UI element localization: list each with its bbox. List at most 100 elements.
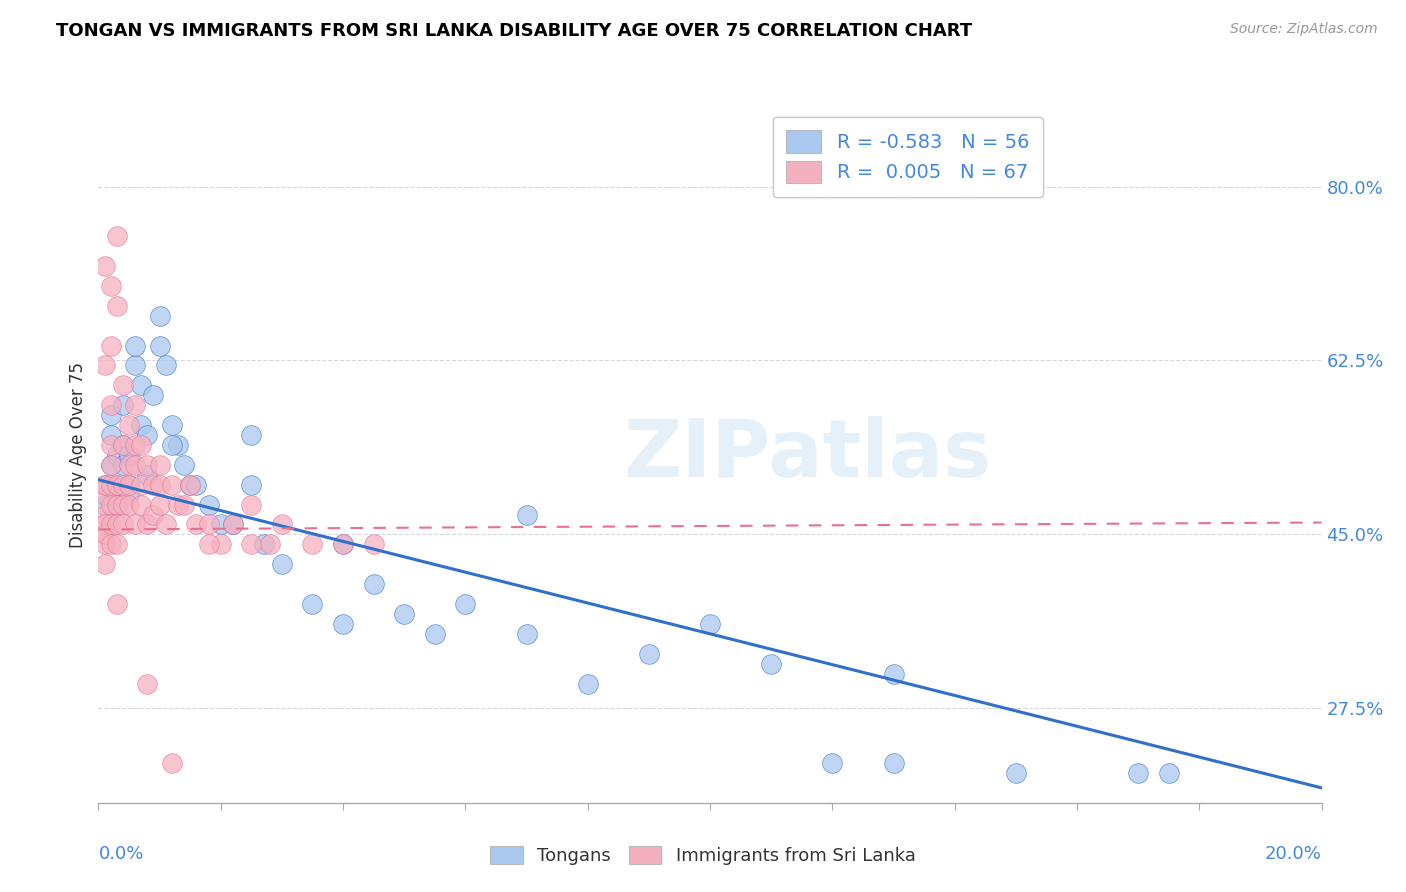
Point bbox=[155, 359, 177, 373]
Point bbox=[105, 517, 128, 532]
Point bbox=[173, 498, 195, 512]
Legend: Tongans, Immigrants from Sri Lanka: Tongans, Immigrants from Sri Lanka bbox=[481, 837, 925, 874]
Point bbox=[93, 477, 115, 491]
Text: 0.0%: 0.0% bbox=[98, 845, 143, 863]
Point bbox=[105, 537, 128, 551]
Point bbox=[136, 458, 159, 472]
Point bbox=[637, 647, 661, 661]
Point bbox=[100, 408, 122, 422]
Point bbox=[93, 517, 115, 532]
Point bbox=[173, 458, 195, 472]
Point bbox=[197, 498, 219, 512]
Point bbox=[111, 378, 134, 392]
Point bbox=[118, 448, 141, 462]
Point bbox=[93, 498, 115, 512]
Point bbox=[821, 756, 844, 770]
Point bbox=[93, 359, 115, 373]
Point bbox=[149, 458, 172, 472]
Point bbox=[111, 438, 134, 452]
Point bbox=[149, 338, 172, 352]
Point bbox=[149, 477, 172, 491]
Point bbox=[160, 438, 183, 452]
Point bbox=[129, 498, 152, 512]
Point bbox=[149, 309, 172, 323]
Point bbox=[136, 517, 159, 532]
Point bbox=[124, 438, 146, 452]
Text: TONGAN VS IMMIGRANTS FROM SRI LANKA DISABILITY AGE OVER 75 CORRELATION CHART: TONGAN VS IMMIGRANTS FROM SRI LANKA DISA… bbox=[56, 22, 973, 40]
Point bbox=[129, 477, 152, 491]
Point bbox=[454, 597, 477, 611]
Point bbox=[259, 537, 281, 551]
Point bbox=[186, 477, 208, 491]
Point bbox=[105, 498, 128, 512]
Point bbox=[270, 517, 292, 532]
Point bbox=[516, 627, 538, 641]
Text: ZIPatlas: ZIPatlas bbox=[624, 416, 993, 494]
Point bbox=[118, 477, 141, 491]
Point bbox=[100, 398, 122, 412]
Point bbox=[100, 438, 122, 452]
Point bbox=[332, 616, 354, 631]
Point bbox=[129, 378, 152, 392]
Point bbox=[118, 488, 141, 502]
Point bbox=[155, 517, 177, 532]
Point bbox=[883, 756, 905, 770]
Point bbox=[240, 477, 263, 491]
Point bbox=[105, 229, 128, 244]
Point bbox=[363, 537, 385, 551]
Point bbox=[240, 498, 263, 512]
Point bbox=[118, 458, 141, 472]
Point bbox=[142, 388, 165, 402]
Point bbox=[100, 428, 122, 442]
Point bbox=[129, 438, 152, 452]
Point bbox=[1157, 766, 1180, 780]
Point bbox=[129, 418, 152, 433]
Point bbox=[105, 498, 128, 512]
Point bbox=[167, 498, 190, 512]
Point bbox=[93, 527, 115, 541]
Point bbox=[100, 279, 122, 293]
Point bbox=[93, 477, 115, 491]
Point bbox=[118, 477, 141, 491]
Point bbox=[301, 597, 323, 611]
Point bbox=[111, 477, 134, 491]
Point bbox=[93, 488, 115, 502]
Point bbox=[1004, 766, 1026, 780]
Point bbox=[142, 508, 165, 522]
Point bbox=[136, 428, 159, 442]
Point bbox=[111, 498, 134, 512]
Point bbox=[118, 418, 141, 433]
Point bbox=[1128, 766, 1150, 780]
Point bbox=[179, 477, 201, 491]
Point bbox=[160, 418, 183, 433]
Point bbox=[105, 448, 128, 462]
Point bbox=[392, 607, 416, 621]
Point bbox=[93, 259, 115, 273]
Text: 20.0%: 20.0% bbox=[1265, 845, 1322, 863]
Point bbox=[160, 756, 183, 770]
Point bbox=[332, 537, 354, 551]
Legend: R = -0.583   N = 56, R =  0.005   N = 67: R = -0.583 N = 56, R = 0.005 N = 67 bbox=[772, 117, 1043, 196]
Point bbox=[111, 438, 134, 452]
Point bbox=[332, 537, 354, 551]
Point bbox=[100, 498, 122, 512]
Point bbox=[301, 537, 323, 551]
Point bbox=[93, 508, 115, 522]
Point bbox=[111, 398, 134, 412]
Point bbox=[240, 428, 263, 442]
Point bbox=[209, 537, 232, 551]
Point bbox=[197, 537, 219, 551]
Point bbox=[118, 498, 141, 512]
Point bbox=[222, 517, 245, 532]
Point bbox=[100, 537, 122, 551]
Point bbox=[883, 666, 905, 681]
Point bbox=[576, 676, 599, 690]
Point bbox=[111, 458, 134, 472]
Point bbox=[252, 537, 274, 551]
Point bbox=[197, 517, 219, 532]
Point bbox=[149, 498, 172, 512]
Point bbox=[93, 558, 115, 572]
Point bbox=[136, 467, 159, 482]
Point bbox=[100, 338, 122, 352]
Point bbox=[105, 597, 128, 611]
